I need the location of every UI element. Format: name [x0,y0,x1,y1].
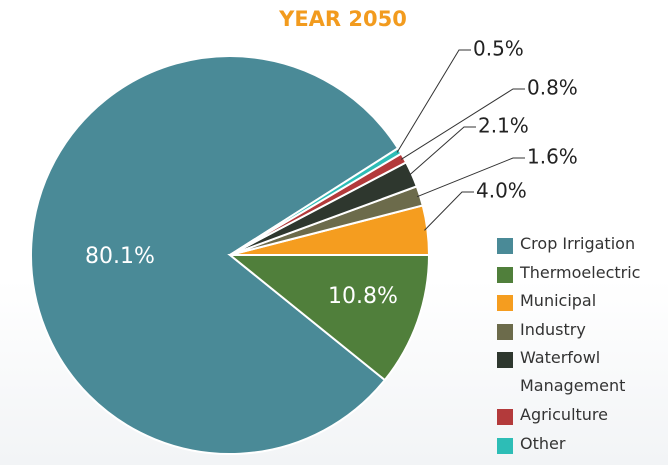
data-label: 2.1% [478,114,529,138]
data-label: 0.5% [473,37,524,61]
legend-item: Industry [497,320,668,351]
legend-swatch [497,352,513,368]
leader-line [416,157,525,198]
legend-swatch [497,409,513,425]
legend-item: Waterfowl Management [497,348,668,407]
legend-item: Crop Irrigation [497,234,668,265]
legend-label: Municipal [520,291,597,310]
pie-slice [227,254,431,382]
legend-swatch [497,266,513,283]
legend-item: Municipal [497,291,668,322]
legend-label: Industry [520,319,586,339]
data-label: 80.1% [85,244,155,269]
pie-slice [229,146,403,256]
legend-label: Waterfowl Management [520,348,626,395]
data-label: 10.8% [328,284,398,309]
leader-line [424,191,474,231]
legend-item: Other [497,434,668,465]
legend: Crop Irrigation Thermoelectric Municipal In… [497,234,668,465]
legend-item: Thermoelectric [497,263,668,294]
legend-label: Agriculture [520,405,608,424]
data-label: 4.0% [476,179,527,203]
legend-item: Agriculture [497,405,668,436]
legend-swatch [497,323,513,340]
legend-swatch [497,238,513,254]
leader-line [400,88,525,160]
leader-line [408,126,476,176]
chart-title: YEAR 2050 [278,7,407,31]
leader-line [396,49,471,153]
pie-slice [30,55,400,455]
legend-label: Other [520,433,566,453]
data-label: 0.8% [527,76,578,100]
legend-label: Thermoelectric [520,262,641,282]
data-label: 1.6% [527,145,578,169]
legend-swatch [497,295,513,311]
legend-swatch [497,437,513,454]
legend-label: Crop Irrigation [520,234,636,253]
